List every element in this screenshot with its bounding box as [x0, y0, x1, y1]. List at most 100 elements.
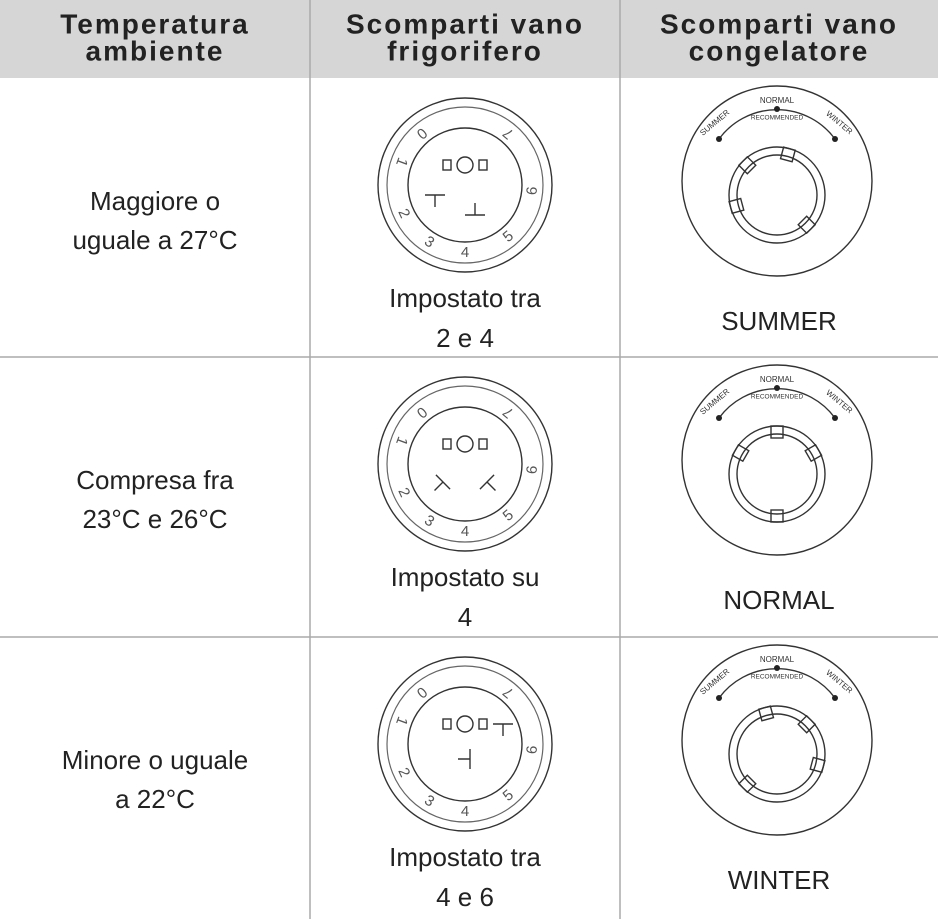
freezer-setting: NORMAL [723, 585, 834, 615]
freezer-dial: SUMMERNORMALRECOMMENDEDWINTER [682, 365, 872, 555]
page: TemperaturaambienteScomparti vanofrigori… [0, 0, 938, 919]
header-text: congelatore [689, 35, 870, 66]
dial-center [457, 436, 473, 452]
dial-tab [443, 439, 451, 449]
fridge-setting: 4 e 6 [436, 882, 494, 912]
dial-ring [387, 386, 543, 542]
dial-tab [479, 160, 487, 170]
dial-dot [774, 665, 780, 671]
dial-number: 4 [461, 803, 469, 820]
ambient-text: Maggiore o [90, 186, 220, 216]
dial-tab [798, 716, 815, 733]
dial-number: 3 [421, 233, 437, 252]
dial-tab [479, 439, 487, 449]
fridge-setting: Impostato tra [389, 283, 541, 313]
dial-number: 6 [523, 465, 541, 475]
dial-inner [408, 687, 522, 801]
dial-center [457, 157, 473, 173]
dial-tab [458, 749, 470, 769]
dial-number: 6 [523, 745, 541, 755]
dial-label: SUMMER [698, 667, 731, 697]
dial-number: 2 [394, 206, 413, 221]
dial-ring [737, 434, 817, 514]
freezer-setting: SUMMER [721, 306, 837, 336]
dial-number: 5 [500, 786, 517, 804]
fridge-setting: Impostato su [391, 562, 540, 592]
dial-dot [716, 136, 722, 142]
fridge-setting: 2 e 4 [436, 323, 494, 353]
dial-tab [810, 758, 825, 773]
dial-number: 5 [500, 227, 517, 245]
dial-number: 7 [500, 403, 517, 421]
dial-tab [425, 195, 445, 207]
dial-label: RECOMMENDED [751, 394, 804, 401]
dial-dot [832, 415, 838, 421]
dial-number: 3 [421, 512, 437, 531]
header-text: frigorifero [387, 35, 543, 66]
dial-number: 2 [394, 485, 413, 500]
dial-tab [465, 203, 485, 215]
dial-number: 7 [500, 124, 517, 142]
dial-number: 1 [392, 714, 411, 728]
dial-tab [479, 719, 487, 729]
dial-number: 1 [392, 155, 411, 169]
dial-tab [729, 199, 744, 214]
dial-tab [771, 426, 783, 438]
dial-inner [408, 407, 522, 521]
dial-number: 5 [500, 506, 517, 524]
dial-dot [774, 106, 780, 112]
dial-label: SUMMER [698, 108, 731, 138]
dial-tab [443, 160, 451, 170]
dial-center [457, 716, 473, 732]
dial-tab [739, 775, 756, 792]
dial-inner [408, 128, 522, 242]
ambient-text: Compresa fra [76, 465, 234, 495]
dial-ring [737, 714, 817, 794]
dial-number: 0 [413, 683, 430, 701]
dial-tab [781, 147, 796, 162]
ambient-text: uguale a 27°C [72, 225, 237, 255]
dial-label: RECOMMENDED [751, 115, 804, 122]
dial-tab [771, 510, 783, 522]
dial-tab [427, 475, 450, 498]
dial-number: 6 [523, 186, 541, 196]
fridge-setting: 4 [458, 602, 472, 632]
ambient-text: 23°C e 26°C [82, 504, 227, 534]
dial-dot [832, 695, 838, 701]
dial-label: NORMAL [760, 375, 795, 384]
dial-dot [832, 136, 838, 142]
dial-number: 4 [461, 244, 469, 261]
dial-label: NORMAL [760, 96, 795, 105]
header-text: ambiente [86, 35, 225, 66]
dial-label: RECOMMENDED [751, 674, 804, 681]
ambient-text: a 22°C [115, 784, 195, 814]
dial-ring [387, 107, 543, 263]
dial-dot [774, 385, 780, 391]
dial-tab [739, 157, 756, 174]
dial-number: 3 [421, 792, 437, 811]
dial-dot [716, 695, 722, 701]
fridge-dial: 01234567 [378, 377, 552, 551]
dial-tab [759, 706, 774, 721]
freezer-setting: WINTER [728, 865, 831, 895]
dial-dot [716, 415, 722, 421]
ambient-text: Minore o uguale [62, 745, 248, 775]
dial-label: NORMAL [760, 655, 795, 664]
dial-number: 4 [461, 523, 469, 540]
dial-tab [443, 719, 451, 729]
dial-ring [387, 666, 543, 822]
dial-tab [798, 216, 815, 233]
dial-tab [480, 475, 503, 498]
dial-number: 2 [394, 765, 413, 780]
dial-number: 1 [392, 434, 411, 448]
dial-number: 0 [413, 124, 430, 142]
dial-ring [729, 426, 825, 522]
dial-label: SUMMER [698, 387, 731, 417]
dial-tab [493, 724, 513, 736]
dial-ring [737, 155, 817, 235]
fridge-setting: Impostato tra [389, 842, 541, 872]
